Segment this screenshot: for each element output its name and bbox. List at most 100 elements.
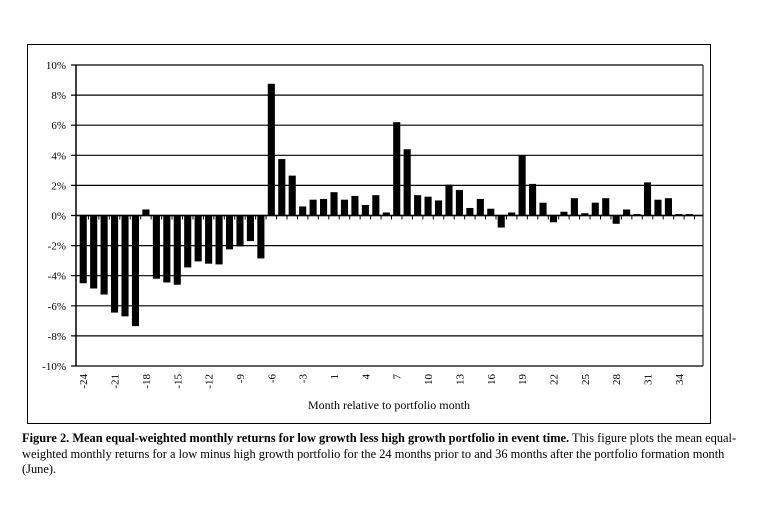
bar bbox=[246, 215, 254, 242]
bar bbox=[403, 149, 411, 216]
bar bbox=[445, 184, 453, 216]
bar bbox=[152, 215, 160, 279]
bar bbox=[351, 195, 359, 216]
y-tick-label: 8% bbox=[51, 90, 66, 102]
bar bbox=[299, 206, 307, 216]
bar bbox=[623, 209, 631, 216]
bar bbox=[267, 83, 275, 216]
bar bbox=[675, 213, 683, 216]
bar bbox=[664, 198, 672, 216]
bar bbox=[111, 215, 119, 313]
x-tick-label: 22 bbox=[548, 374, 560, 385]
x-tick-label: -21 bbox=[110, 374, 122, 389]
bar bbox=[320, 198, 328, 216]
bar bbox=[539, 202, 547, 216]
y-tick-label: -4% bbox=[48, 271, 66, 283]
bar bbox=[142, 209, 150, 216]
bar-chart: 10%8%6%4%2%0%-2%-4%-6%-8%-10% -24 -21 -18-… bbox=[42, 60, 704, 412]
x-tick-label: -18 bbox=[141, 374, 153, 389]
bar bbox=[487, 208, 495, 216]
bar bbox=[497, 215, 505, 228]
caption-title: Figure 2. Mean equal-weighted monthly re… bbox=[22, 431, 570, 445]
bar bbox=[591, 202, 599, 216]
bar bbox=[685, 213, 693, 216]
bar bbox=[372, 195, 380, 216]
x-tick-label: 31 bbox=[643, 374, 655, 385]
bar bbox=[163, 215, 171, 283]
bar bbox=[612, 215, 620, 224]
chart-frame bbox=[27, 44, 711, 424]
bar bbox=[393, 122, 401, 216]
bar bbox=[602, 198, 610, 216]
bar bbox=[309, 199, 317, 216]
x-tick-label: 13 bbox=[454, 374, 466, 386]
bar bbox=[257, 215, 265, 259]
y-tick-label: 0% bbox=[51, 211, 66, 223]
bar bbox=[173, 215, 181, 285]
x-tick-label: -15 bbox=[172, 374, 184, 389]
bar bbox=[424, 196, 432, 216]
bar bbox=[529, 183, 537, 216]
x-tick-label: -24 bbox=[78, 374, 90, 389]
y-tick-label: 4% bbox=[51, 150, 66, 162]
bar bbox=[100, 215, 108, 295]
bar bbox=[79, 215, 87, 284]
bar bbox=[205, 215, 213, 264]
y-tick-label: 10% bbox=[46, 60, 66, 72]
y-tick-label: -8% bbox=[48, 331, 66, 343]
y-tick-label: -6% bbox=[48, 301, 66, 313]
x-tick-label: -12 bbox=[204, 374, 216, 389]
x-tick-label: -6 bbox=[266, 374, 278, 384]
caption-text: This figure plots the mean equal-weighte… bbox=[22, 431, 737, 476]
bar bbox=[90, 215, 98, 289]
x-tick-label: 1 bbox=[329, 374, 341, 380]
x-tick-label: 7 bbox=[392, 374, 404, 380]
bar bbox=[643, 182, 652, 216]
x-tick-label: -9 bbox=[235, 374, 247, 384]
x-tick-label: -3 bbox=[298, 374, 310, 384]
figure-caption: Figure 2. Mean equal-weighted monthly re… bbox=[22, 431, 742, 478]
bar bbox=[194, 215, 202, 262]
bar bbox=[131, 215, 140, 327]
bar bbox=[382, 212, 390, 216]
x-tick-label: 28 bbox=[611, 374, 623, 386]
y-tick-label: 6% bbox=[51, 120, 66, 132]
y-axis-ticks: 10% 8% 6% 4% 2% 0% -2% -4% -6% -8% -10% bbox=[42, 60, 66, 373]
bars bbox=[79, 83, 693, 327]
bar bbox=[570, 198, 578, 216]
bar bbox=[508, 212, 516, 216]
bar bbox=[518, 155, 526, 216]
bar bbox=[184, 215, 192, 268]
bar bbox=[361, 204, 369, 216]
bar bbox=[288, 175, 296, 216]
bar bbox=[466, 207, 474, 216]
bar bbox=[434, 200, 443, 216]
bar bbox=[560, 211, 568, 216]
x-tick-label: 19 bbox=[517, 374, 529, 386]
x-axis-tick-labels: -24 -21 -18 -15 -12 -9 -6 -3 1 4 7 10 13 16 19 22 25 28 31… bbox=[78, 374, 686, 389]
y-tick-label: 2% bbox=[51, 180, 66, 192]
x-tick-label: 25 bbox=[580, 374, 592, 386]
bar bbox=[549, 215, 558, 223]
bar bbox=[581, 213, 589, 216]
bar bbox=[215, 215, 223, 265]
bar bbox=[414, 195, 422, 216]
bar bbox=[455, 189, 463, 216]
bar bbox=[633, 213, 641, 216]
x-tick-label: 4 bbox=[360, 374, 372, 380]
bar bbox=[236, 215, 244, 247]
x-axis-label: Month relative to portfolio month bbox=[308, 398, 470, 412]
bar bbox=[121, 215, 129, 317]
bar bbox=[225, 215, 234, 250]
y-tick-label: -2% bbox=[48, 241, 66, 253]
x-tick-label: 34 bbox=[674, 374, 686, 386]
y-tick-label: -10% bbox=[42, 361, 66, 373]
bar bbox=[340, 199, 349, 216]
bar bbox=[278, 159, 286, 216]
bar bbox=[476, 198, 484, 216]
x-tick-label: 16 bbox=[486, 374, 498, 386]
bar bbox=[654, 199, 662, 216]
x-axis bbox=[76, 214, 703, 220]
x-tick-label: 10 bbox=[423, 374, 435, 386]
bar bbox=[330, 192, 338, 216]
